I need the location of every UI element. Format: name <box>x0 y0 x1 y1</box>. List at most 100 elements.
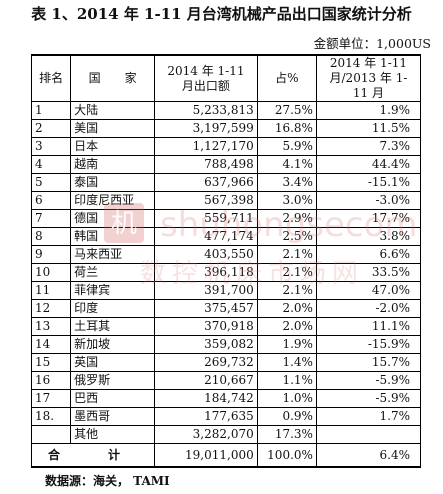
cell-share: 2.0% <box>256 317 317 336</box>
cell-growth: 44.4% <box>315 155 422 174</box>
cell-country: 其他 <box>70 425 156 444</box>
cell-share: 2.0% <box>256 299 317 318</box>
cell-share: 1.0% <box>256 389 317 408</box>
table-title: 表 1、2014 年 1-11 月台湾机械产品出口国家统计分析 <box>31 5 412 23</box>
cell-growth: -15.9% <box>315 335 422 354</box>
cell-rank: 1 <box>30 101 72 120</box>
table-row: 1 大陆 5,233,813 27.5% 1.9% <box>30 101 422 120</box>
cell-export: 3,197,599 <box>154 119 258 138</box>
cell-share: 1.9% <box>256 335 317 354</box>
cell-rank: 6 <box>30 191 72 210</box>
cell-rank: 12 <box>30 299 72 318</box>
cell-share: 27.5% <box>256 101 317 120</box>
table-row: 4 越南 788,498 4.1% 44.4% <box>30 155 422 174</box>
cell-share: 3.0% <box>256 191 317 210</box>
cell-share: 0.9% <box>256 407 317 426</box>
cell-rank: 11 <box>30 281 72 300</box>
table-row: 16 俄罗斯 210,667 1.1% -5.9% <box>30 371 422 390</box>
cell-share: 1.1% <box>256 371 317 390</box>
cell-country: 土耳其 <box>70 317 156 336</box>
cell-share: 16.8% <box>256 119 317 138</box>
total-export: 19,011,000 <box>154 443 258 468</box>
cell-growth: -5.9% <box>315 389 422 408</box>
cell-growth <box>315 425 422 444</box>
cell-country: 墨西哥 <box>70 407 156 426</box>
cell-country: 美国 <box>70 119 156 138</box>
cell-rank: 7 <box>30 209 72 228</box>
cell-share: 1.4% <box>256 353 317 372</box>
cell-export: 184,742 <box>154 389 258 408</box>
cell-export: 559,711 <box>154 209 258 228</box>
header-export: 2014 年 1-11 月出口额 <box>154 54 258 102</box>
cell-growth: 33.5% <box>315 263 422 282</box>
cell-share: 5.9% <box>256 137 317 156</box>
cell-export: 391,700 <box>154 281 258 300</box>
header-growth: 2014 年 1-11 月/2013 年 1-11 月 <box>315 54 422 102</box>
cell-country: 菲律宾 <box>70 281 156 300</box>
cell-share: 2.9% <box>256 209 317 228</box>
table-row: 12 印度 375,457 2.0% -2.0% <box>30 299 422 318</box>
cell-rank: 14 <box>30 335 72 354</box>
cell-country: 新加坡 <box>70 335 156 354</box>
cell-growth: 17.7% <box>315 209 422 228</box>
cell-export: 375,457 <box>154 299 258 318</box>
cell-share: 3.4% <box>256 173 317 192</box>
cell-country: 巴西 <box>70 389 156 408</box>
cell-country: 德国 <box>70 209 156 228</box>
cell-growth: -5.9% <box>315 371 422 390</box>
cell-rank: 3 <box>30 137 72 156</box>
cell-rank: 17 <box>30 389 72 408</box>
cell-export: 3,282,070 <box>154 425 258 444</box>
cell-rank: 2 <box>30 119 72 138</box>
table-row: 11 菲律宾 391,700 2.1% 47.0% <box>30 281 422 300</box>
cell-rank: 18. <box>30 407 72 426</box>
table-row: 3 日本 1,127,170 5.9% 7.3% <box>30 137 422 156</box>
table-row: 13 土耳其 370,918 2.0% 11.1% <box>30 317 422 336</box>
header-export-text: 2014 年 1-11 月出口额 <box>167 63 245 93</box>
table-row: 其他 3,282,070 17.3% <box>30 425 422 444</box>
cell-share: 2.1% <box>256 245 317 264</box>
cell-export: 637,966 <box>154 173 258 192</box>
cell-rank: 10 <box>30 263 72 282</box>
total-label: 合 计 <box>30 443 156 468</box>
header-row: 排名 国 家 2014 年 1-11 月出口额 占% 2014 年 1-11 月… <box>30 54 422 102</box>
cell-export: 403,550 <box>154 245 258 264</box>
total-row: 合 计 19,011,000 100.0% 6.4% <box>30 443 422 468</box>
table-row: 17 巴西 184,742 1.0% -5.9% <box>30 389 422 408</box>
cell-country: 荷兰 <box>70 263 156 282</box>
cell-export: 477,174 <box>154 227 258 246</box>
table-row: 5 泰国 637,966 3.4% -15.1% <box>30 173 422 192</box>
cell-growth: 11.5% <box>315 119 422 138</box>
cell-country: 印度尼西亚 <box>70 191 156 210</box>
cell-export: 567,398 <box>154 191 258 210</box>
cell-share: 2.1% <box>256 281 317 300</box>
header-country: 国 家 <box>70 54 156 102</box>
cell-country: 印度 <box>70 299 156 318</box>
header-growth-text: 2014 年 1-11 月/2013 年 1-11 月 <box>329 56 408 100</box>
cell-growth: 15.7% <box>315 353 422 372</box>
cell-export: 359,082 <box>154 335 258 354</box>
cell-rank: 16 <box>30 371 72 390</box>
total-growth: 6.4% <box>315 443 422 468</box>
cell-growth: 11.1% <box>315 317 422 336</box>
table-row: 6 印度尼西亚 567,398 3.0% -3.0% <box>30 191 422 210</box>
cell-country: 泰国 <box>70 173 156 192</box>
cell-share: 2.5% <box>256 227 317 246</box>
cell-country: 越南 <box>70 155 156 174</box>
cell-export: 177,635 <box>154 407 258 426</box>
table-row: 8 韩国 477,174 2.5% 3.8% <box>30 227 422 246</box>
cell-export: 5,233,813 <box>154 101 258 120</box>
table-row: 14 新加坡 359,082 1.9% -15.9% <box>30 335 422 354</box>
cell-growth: 7.3% <box>315 137 422 156</box>
cell-growth: -3.0% <box>315 191 422 210</box>
header-share: 占% <box>256 54 317 102</box>
unit-label: 金额单位：1,000US <box>313 36 431 51</box>
cell-rank: 15 <box>30 353 72 372</box>
cell-export: 210,667 <box>154 371 258 390</box>
cell-growth: 1.7% <box>315 407 422 426</box>
cell-country: 日本 <box>70 137 156 156</box>
cell-growth: -15.1% <box>315 173 422 192</box>
cell-export: 1,127,170 <box>154 137 258 156</box>
cell-country: 马来西亚 <box>70 245 156 264</box>
cell-rank <box>30 425 72 444</box>
